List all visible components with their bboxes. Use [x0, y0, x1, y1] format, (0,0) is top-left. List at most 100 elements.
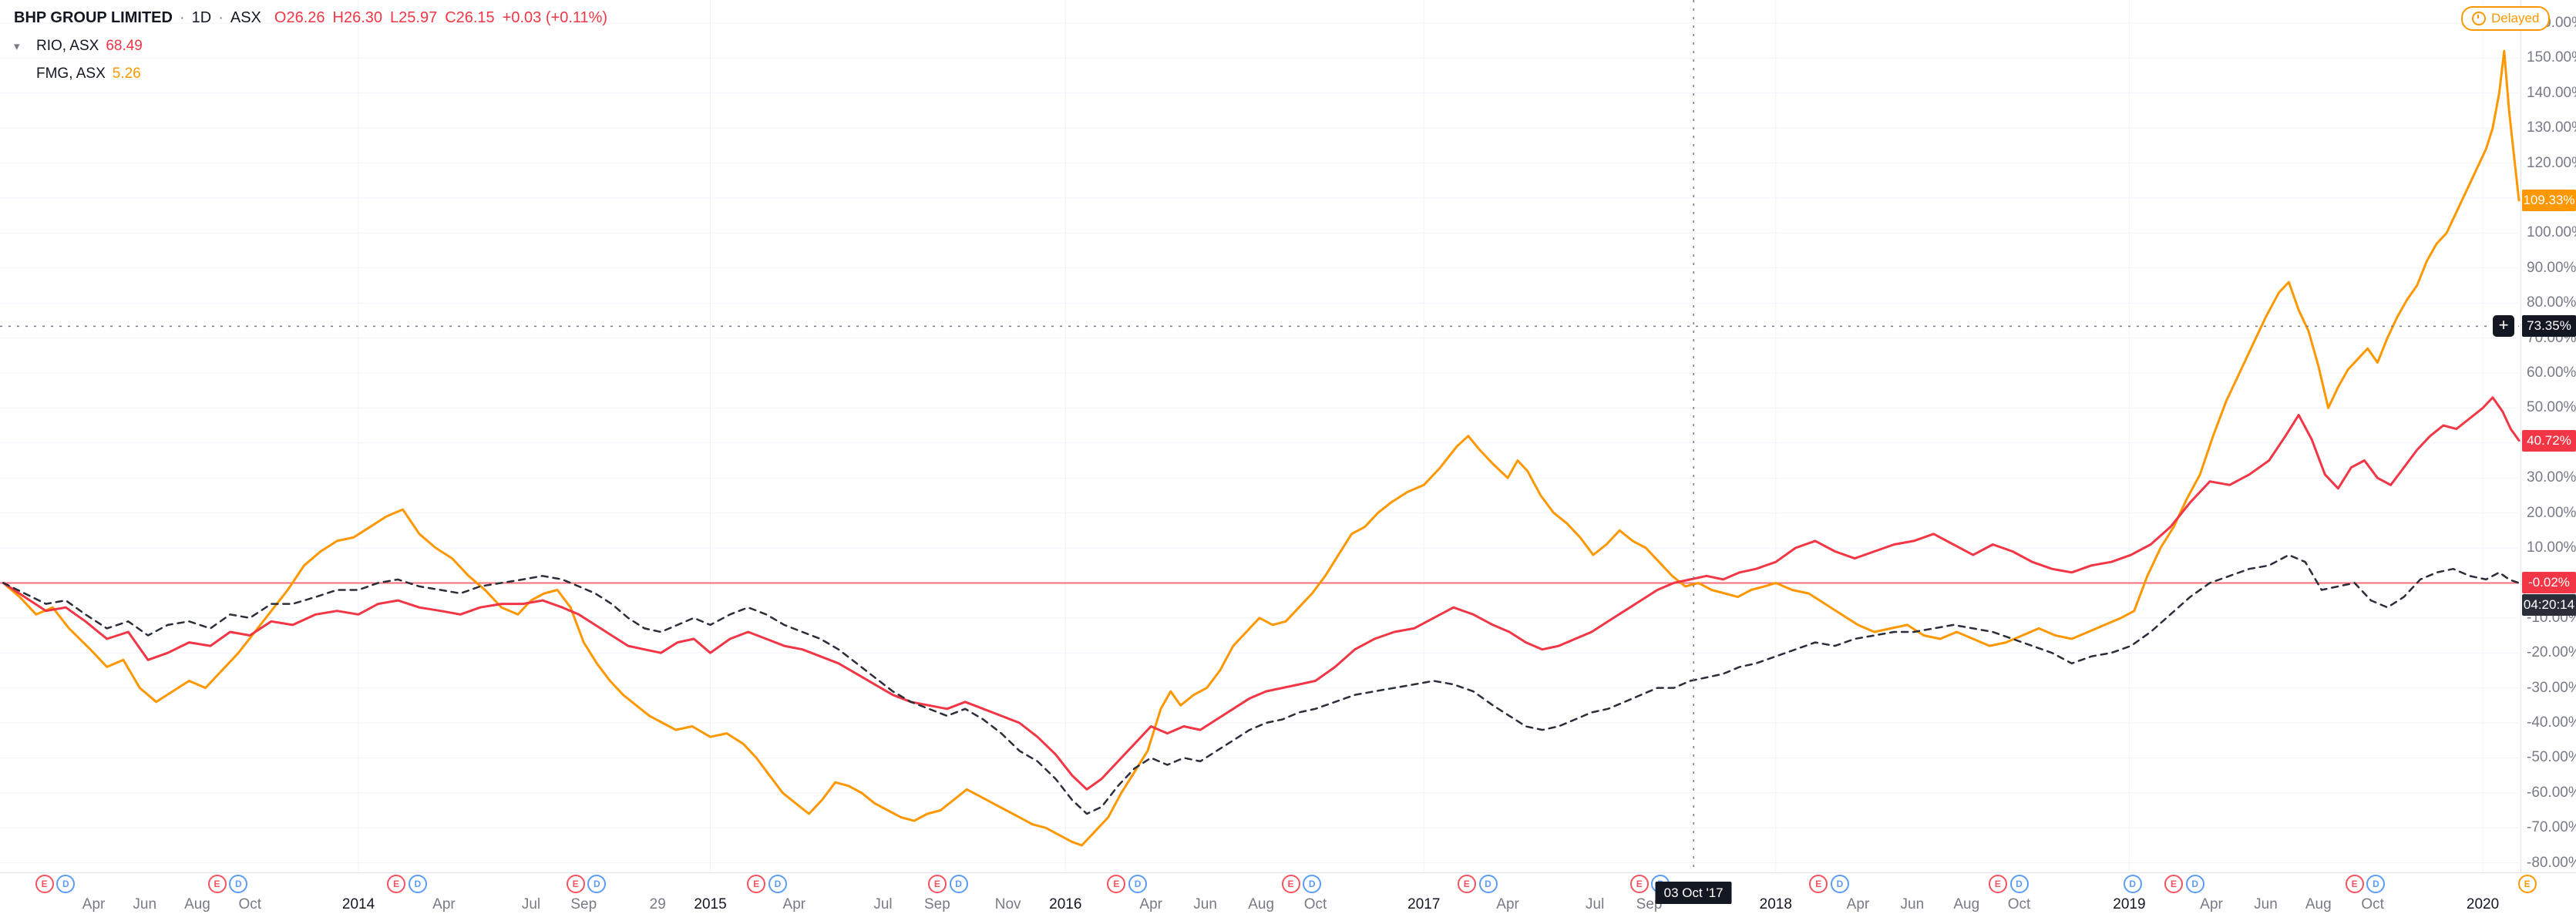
- price-label-badge: 109.33%: [2522, 190, 2576, 212]
- time-axis-month-label: Jul: [1586, 896, 1605, 912]
- time-axis-month-label: Jun: [2254, 896, 2278, 912]
- dividend-event-icon[interactable]: D: [768, 875, 787, 893]
- price-axis-label: 120.00%: [2527, 154, 2576, 171]
- dividend-event-icon[interactable]: D: [2009, 875, 2029, 893]
- dividend-event-icon[interactable]: D: [1128, 875, 1148, 893]
- time-axis-month-label: Aug: [1953, 896, 1980, 912]
- bar-close-countdown-badge: 04:20:14: [2522, 594, 2576, 617]
- earnings-event-icon[interactable]: E: [747, 875, 766, 893]
- dividend-event-icon[interactable]: D: [56, 875, 76, 893]
- price-axis-label: 20.00%: [2527, 504, 2576, 521]
- earnings-event-icon[interactable]: E: [2517, 875, 2537, 893]
- time-axis-month-label: Apr: [782, 896, 806, 912]
- dividend-event-icon[interactable]: D: [949, 875, 968, 893]
- price-label-badge: -0.02%: [2522, 572, 2576, 594]
- ohlc-values: O26.26 H26.30 L25.97 C26.15 +0.03 (+0.11…: [274, 9, 607, 27]
- time-axis-year-label: 2015: [694, 896, 727, 912]
- earnings-event-icon[interactable]: E: [2345, 875, 2364, 893]
- price-axis-label: -30.00%: [2527, 679, 2576, 696]
- series-line-bhp: [2, 553, 2521, 815]
- dividend-event-icon[interactable]: D: [408, 875, 427, 893]
- change-value: +0.03 (+0.11%): [502, 9, 608, 26]
- price-axis-label: 130.00%: [2527, 119, 2576, 136]
- close-value: C26.15: [445, 9, 495, 26]
- earnings-event-icon[interactable]: E: [207, 875, 227, 893]
- earnings-event-icon[interactable]: E: [1809, 875, 1828, 893]
- time-axis-year-label: 2020: [2466, 896, 2500, 912]
- dividend-event-icon[interactable]: D: [229, 875, 248, 893]
- earnings-event-icon[interactable]: E: [1629, 875, 1649, 893]
- price-axis-label: -50.00%: [2527, 749, 2576, 766]
- separator-dot: ·: [179, 9, 185, 26]
- earnings-event-icon[interactable]: E: [35, 875, 54, 893]
- delayed-data-badge[interactable]: Delayed: [2461, 6, 2551, 31]
- chart-canvas[interactable]: [0, 0, 2521, 872]
- time-axis-year-label: 2018: [1759, 896, 1792, 912]
- earnings-event-icon[interactable]: E: [927, 875, 947, 893]
- price-axis-label: -40.00%: [2527, 714, 2576, 731]
- time-axis-month-label: Jul: [873, 896, 893, 912]
- time-axis-month-label: 29: [649, 896, 666, 912]
- chevron-down-icon[interactable]: ▾: [14, 40, 20, 53]
- compare-row-rio[interactable]: ▾ RIO, ASX 68.49: [14, 38, 607, 55]
- interval-label[interactable]: 1D: [191, 9, 212, 26]
- price-axis-label: 100.00%: [2527, 224, 2576, 241]
- exchange-label: ASX: [230, 9, 261, 26]
- delayed-label: Delayed: [2491, 11, 2540, 25]
- time-axis-month-label: Oct: [2007, 896, 2031, 912]
- time-axis-month-label: Oct: [238, 896, 262, 912]
- price-axis[interactable]: 160.00%150.00%140.00%130.00%120.00%110.0…: [2521, 0, 2576, 872]
- dividend-event-icon[interactable]: D: [2366, 875, 2386, 893]
- time-axis-month-label: Apr: [82, 896, 106, 912]
- crosshair-add-alert-button[interactable]: +: [2493, 315, 2514, 338]
- compare-row-fmg[interactable]: FMG, ASX 5.26: [14, 66, 607, 82]
- price-axis-label: 30.00%: [2527, 469, 2576, 486]
- time-axis-month-label: Jun: [1193, 896, 1217, 912]
- earnings-event-icon[interactable]: E: [1457, 875, 1476, 893]
- time-axis[interactable]: Apr Jun Aug Oct 2014 Apr Jul Sep 29 2015 Apr Jul Sep…: [0, 872, 2576, 914]
- dividend-event-icon[interactable]: D: [1303, 875, 1322, 893]
- earnings-event-icon[interactable]: E: [387, 875, 406, 893]
- separator-dot: ·: [218, 9, 224, 26]
- time-axis-month-label: Apr: [1496, 896, 1519, 912]
- time-axis-month-label: Jun: [1900, 896, 1925, 912]
- clock-icon: [2472, 12, 2486, 25]
- dividend-event-icon[interactable]: D: [2123, 875, 2142, 893]
- price-axis-label: -70.00%: [2527, 819, 2576, 836]
- time-axis-month-label: Apr: [1846, 896, 1870, 912]
- price-axis-label: 10.00%: [2527, 539, 2576, 556]
- earnings-event-icon[interactable]: E: [2164, 875, 2184, 893]
- time-axis-month-label: Oct: [1303, 896, 1327, 912]
- main-symbol-row[interactable]: BHP GROUP LIMITED · 1D · ASX O26.26 H26.…: [14, 9, 607, 27]
- dividend-event-icon[interactable]: D: [2185, 875, 2204, 893]
- price-axis-label: -60.00%: [2527, 784, 2576, 801]
- time-axis-month-label: Apr: [2200, 896, 2223, 912]
- earnings-event-icon[interactable]: E: [566, 875, 585, 893]
- series-line-fmg: [2, 49, 2521, 847]
- price-axis-label: -20.00%: [2527, 644, 2576, 661]
- time-axis-month-label: Nov: [994, 896, 1021, 912]
- time-axis-month-label: Jul: [521, 896, 541, 912]
- dividend-event-icon[interactable]: D: [1831, 875, 1849, 893]
- compare-symbol-value: 68.49: [106, 38, 143, 54]
- time-axis-month-label: Aug: [184, 896, 210, 912]
- price-axis-label: 90.00%: [2527, 259, 2576, 276]
- chart-plot-area[interactable]: BHP GROUP LIMITED · 1D · ASX O26.26 H26.…: [0, 0, 2551, 872]
- price-label-badge: 40.72%: [2522, 429, 2576, 452]
- dividend-event-icon[interactable]: D: [1478, 875, 1498, 893]
- time-axis-month-label: Jun: [133, 896, 157, 912]
- time-axis-month-label: Oct: [2361, 896, 2384, 912]
- low-value: L25.97: [390, 9, 438, 26]
- price-axis-label: 140.00%: [2527, 84, 2576, 101]
- earnings-event-icon[interactable]: E: [1107, 875, 1126, 893]
- price-label-badge: 73.35%: [2522, 315, 2576, 338]
- compare-symbol-label: FMG, ASX: [36, 66, 106, 82]
- series-line-rio: [2, 396, 2521, 791]
- earnings-event-icon[interactable]: E: [1988, 875, 2007, 893]
- earnings-event-icon[interactable]: E: [1281, 875, 1300, 893]
- time-axis-month-label: Aug: [2305, 896, 2332, 912]
- dividend-event-icon[interactable]: D: [587, 875, 607, 893]
- symbol-name: BHP GROUP LIMITED: [14, 9, 173, 26]
- chart-legend: BHP GROUP LIMITED · 1D · ASX O26.26 H26.…: [14, 9, 607, 82]
